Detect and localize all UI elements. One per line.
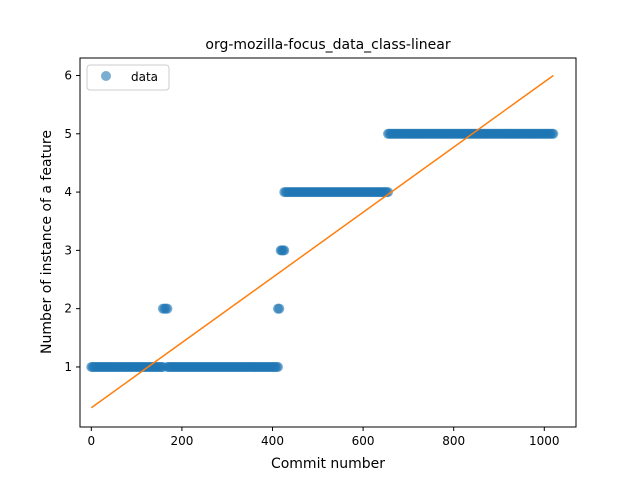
y-tick-label: 6 (64, 68, 72, 82)
axes-frame (79, 57, 577, 428)
data-point (383, 187, 394, 198)
x-tick-label: 200 (170, 434, 193, 448)
x-tick-label: 1000 (529, 434, 560, 448)
y-tick-label: 4 (64, 185, 72, 199)
legend-marker (101, 71, 111, 81)
y-tick-label: 1 (64, 360, 72, 374)
data-point (548, 128, 559, 139)
y-tick-label: 2 (64, 302, 72, 316)
x-tick-label: 800 (442, 434, 465, 448)
data-point (279, 245, 290, 256)
data-points (86, 128, 559, 372)
x-tick-label: 600 (352, 434, 375, 448)
legend-label: data (131, 70, 158, 84)
y-tick-label: 5 (64, 127, 72, 141)
data-point (162, 303, 173, 314)
data-point (274, 303, 285, 314)
fit-line-group (90, 74, 554, 409)
x-axis-label: Commit number (271, 456, 385, 472)
y-axis-label: Number of instance of a feature (39, 130, 55, 354)
fit-line (90, 74, 554, 409)
chart-title: org-mozilla-focus_data_class-linear (205, 37, 450, 53)
legend: data (86, 64, 170, 91)
data-point (272, 361, 283, 372)
y-axis-ticks: 1 2 3 4 5 6 (64, 68, 80, 374)
y-tick-label: 3 (64, 243, 72, 257)
x-tick-label: 0 (88, 434, 96, 448)
x-axis-ticks: 0 200 400 600 800 1000 (88, 427, 560, 448)
plot-area (86, 74, 559, 409)
x-tick-label: 400 (261, 434, 284, 448)
